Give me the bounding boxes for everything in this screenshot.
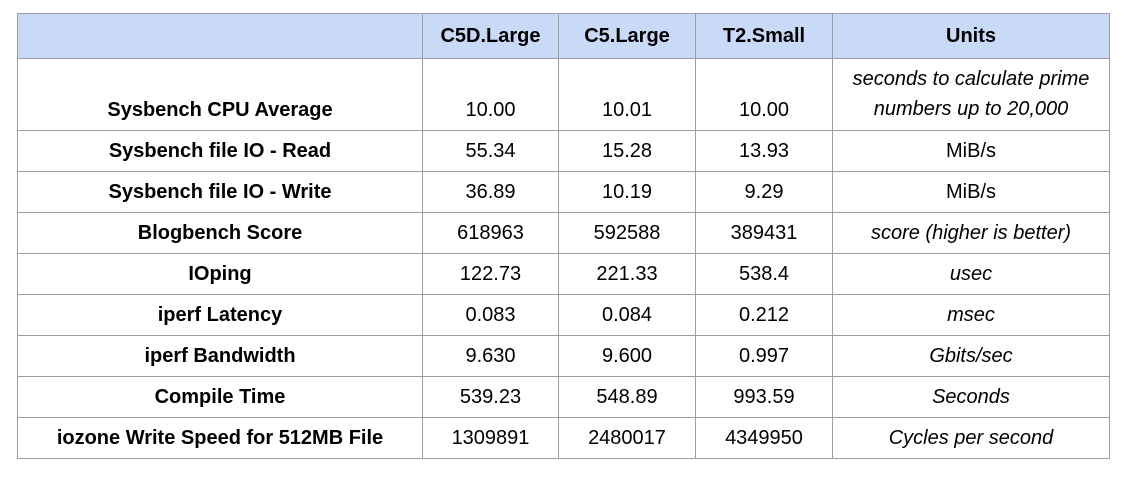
value-cell: 618963 — [422, 212, 559, 254]
table-row: Blogbench Score 618963 592588 389431 score (… — [17, 212, 1110, 254]
unit-cell: Gbits/sec — [832, 335, 1110, 377]
row-label: Sysbench file IO - Write — [17, 171, 423, 213]
table-row: IOping 122.73 221.33 538.4 usec — [17, 253, 1110, 295]
value-cell: 13.93 — [695, 130, 833, 172]
header-cell: C5.Large — [558, 13, 696, 59]
value-cell: 0.997 — [695, 335, 833, 377]
row-label: Sysbench CPU Average — [17, 58, 423, 131]
row-label: Compile Time — [17, 376, 423, 418]
table-row: Sysbench CPU Average 10.00 10.01 10.00 secon… — [17, 58, 1110, 131]
unit-cell: score (higher is better) — [832, 212, 1110, 254]
value-cell: 9.600 — [558, 335, 696, 377]
header-cell — [17, 13, 423, 59]
benchmark-table: C5D.Large C5.Large T2.Small Units Sysbench … — [17, 13, 1110, 459]
header-cell: Units — [832, 13, 1110, 59]
value-cell: 221.33 — [558, 253, 696, 295]
row-label: Blogbench Score — [17, 212, 423, 254]
unit-cell: Cycles per second — [832, 417, 1110, 459]
row-label: IOping — [17, 253, 423, 295]
row-label: Sysbench file IO - Read — [17, 130, 423, 172]
row-label: iperf Latency — [17, 294, 423, 336]
value-cell: 993.59 — [695, 376, 833, 418]
row-label: iozone Write Speed for 512MB File — [17, 417, 423, 459]
table-row: iperf Bandwidth 9.630 9.600 0.997 Gbits/sec — [17, 335, 1110, 377]
unit-cell: Seconds — [832, 376, 1110, 418]
header-cell: T2.Small — [695, 13, 833, 59]
value-cell: 538.4 — [695, 253, 833, 295]
header-cell: C5D.Large — [422, 13, 559, 59]
value-cell: 15.28 — [558, 130, 696, 172]
unit-cell: MiB/s — [832, 171, 1110, 213]
value-cell: 55.34 — [422, 130, 559, 172]
table-body: Sysbench CPU Average 10.00 10.01 10.00 secon… — [17, 58, 1110, 459]
unit-cell: MiB/s — [832, 130, 1110, 172]
value-cell: 9.29 — [695, 171, 833, 213]
table-row: Sysbench file IO - Write 36.89 10.19 9.29 Mi… — [17, 171, 1110, 213]
value-cell: 389431 — [695, 212, 833, 254]
value-cell: 0.083 — [422, 294, 559, 336]
value-cell: 4349950 — [695, 417, 833, 459]
header-row: C5D.Large C5.Large T2.Small Units — [17, 13, 1110, 59]
value-cell: 539.23 — [422, 376, 559, 418]
value-cell: 548.89 — [558, 376, 696, 418]
value-cell: 10.00 — [422, 58, 559, 131]
unit-cell: msec — [832, 294, 1110, 336]
table-row: iozone Write Speed for 512MB File 1309891… — [17, 417, 1110, 459]
table-row: iperf Latency 0.083 0.084 0.212 msec — [17, 294, 1110, 336]
value-cell: 9.630 — [422, 335, 559, 377]
value-cell: 0.212 — [695, 294, 833, 336]
value-cell: 592588 — [558, 212, 696, 254]
table-row: Sysbench file IO - Read 55.34 15.28 13.93 Mi… — [17, 130, 1110, 172]
value-cell: 1309891 — [422, 417, 559, 459]
table-row: Compile Time 539.23 548.89 993.59 Seconds — [17, 376, 1110, 418]
unit-cell: usec — [832, 253, 1110, 295]
value-cell: 36.89 — [422, 171, 559, 213]
value-cell: 122.73 — [422, 253, 559, 295]
value-cell: 0.084 — [558, 294, 696, 336]
value-cell: 10.01 — [558, 58, 696, 131]
value-cell: 2480017 — [558, 417, 696, 459]
value-cell: 10.00 — [695, 58, 833, 131]
value-cell: 10.19 — [558, 171, 696, 213]
row-label: iperf Bandwidth — [17, 335, 423, 377]
unit-cell: seconds to calculate prime numbers up to… — [832, 58, 1110, 131]
